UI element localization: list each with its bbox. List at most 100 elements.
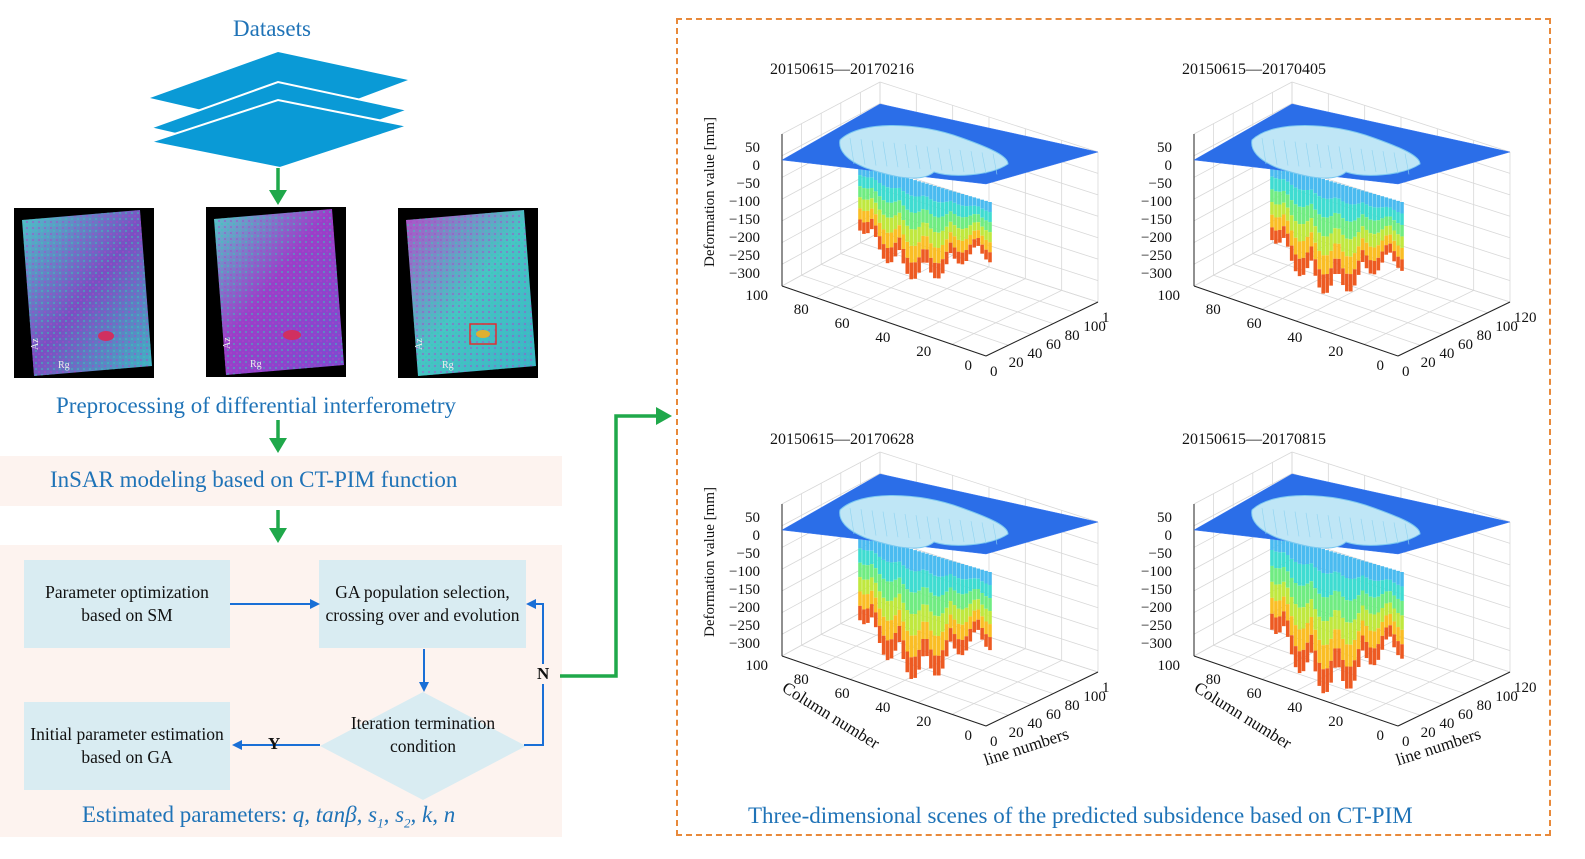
- column-tick-label: 40: [875, 330, 890, 346]
- arrow-datasets-to-images: [269, 168, 287, 205]
- column-tick-label: 40: [1287, 700, 1302, 716]
- rg-label: Rg: [58, 360, 70, 371]
- plot-title: 20150615—20170815: [1182, 431, 1326, 448]
- z-tick-label: −100: [729, 194, 760, 210]
- plot-axes: [1193, 504, 1511, 727]
- scenes-caption: Three-dimensional scenes of the predicte…: [748, 803, 1413, 828]
- z-tick-label: −250: [729, 248, 760, 264]
- modeling-band: [0, 456, 562, 506]
- param-opt-box: Parameter optimization based on SM: [24, 560, 230, 648]
- z-tick-label: −100: [729, 564, 760, 580]
- subsidence-plot-4: 50 0 −50 −100 −150 −200 −250 −300 100 80 60 40 20 0 0 2…: [1102, 422, 1542, 772]
- column-tick-label: 40: [875, 700, 890, 716]
- arrow-modeling-to-optimization: [269, 510, 287, 543]
- basin-opening: [839, 495, 1009, 549]
- yes-label: Y: [268, 734, 281, 753]
- x-axis-label: Column number: [1191, 678, 1295, 753]
- column-tick-label: 60: [835, 316, 850, 332]
- no-label: N: [537, 664, 550, 684]
- z-tick-label: −200: [729, 600, 760, 616]
- column-tick-label: 60: [1247, 316, 1262, 332]
- line-tick-label: 20: [1421, 355, 1436, 371]
- plot-axes: [781, 134, 1099, 357]
- basin-opening: [839, 125, 1009, 179]
- y-axis-label: line numbers: [981, 724, 1071, 769]
- column-tick-label: 40: [1287, 330, 1302, 346]
- line-tick-label: 80: [1065, 698, 1080, 714]
- line-tick-label: 40: [1027, 346, 1042, 362]
- subsidence-plot-1: 50 0 −50 −100 −150 −200 −250 −300 100 80 60 40 20 0 0 2…: [690, 52, 1125, 382]
- line-tick-label: 20: [1009, 725, 1024, 741]
- line-tick-label: 100: [1495, 319, 1518, 335]
- line-tick-label: 40: [1439, 716, 1454, 732]
- column-tick-label: 80: [1206, 302, 1221, 318]
- column-tick-label: 80: [794, 302, 809, 318]
- rg-label: Rg: [442, 360, 454, 371]
- arrow-preprocessing-to-modeling: [269, 420, 287, 453]
- sar-image-1: Az Rg: [14, 208, 154, 378]
- z-tick-label: −250: [1141, 248, 1172, 264]
- iteration-diamond: [320, 692, 526, 800]
- z-tick-label: −50: [1149, 176, 1172, 192]
- estimated-parameters-label: Estimated parameters: q, tanβ, s1, s2, k…: [82, 802, 456, 831]
- z-tick-label: 0: [753, 528, 761, 544]
- line-tick-label: 120: [1514, 310, 1537, 326]
- z-tick-label: 0: [753, 158, 761, 174]
- basin-mesh: [849, 507, 998, 545]
- line-tick-label: 60: [1458, 707, 1473, 723]
- z-tick-label: −100: [1141, 564, 1172, 580]
- z-tick-label: −300: [729, 266, 760, 282]
- az-label: Az: [222, 337, 233, 349]
- z-tick-label: 0: [1165, 158, 1173, 174]
- column-tick-label: 100: [1158, 288, 1181, 304]
- z-tick-label: −50: [737, 176, 760, 192]
- sar-image-3: Az Rg: [398, 208, 538, 378]
- az-label: Az: [414, 338, 425, 350]
- line-tick-label: 80: [1477, 698, 1492, 714]
- z-tick-label: −200: [1141, 600, 1172, 616]
- z-axis-label: Deformation value [mm]: [702, 117, 718, 267]
- x-axis-label: Column number: [779, 678, 883, 753]
- column-tick-label: 0: [965, 728, 973, 744]
- basin-mesh: [1261, 137, 1410, 175]
- z-tick-label: −200: [1141, 230, 1172, 246]
- subsidence-basin: [1270, 534, 1404, 694]
- z-tick-label: 50: [745, 510, 760, 526]
- plot-title: 20150615—20170216: [770, 61, 914, 78]
- iteration-label: Iteration termination condition: [350, 713, 496, 756]
- line-tick-label: 20: [1421, 725, 1436, 741]
- arrow-to-3d-scenes: [560, 407, 672, 678]
- line-tick-label: 100: [1495, 689, 1518, 705]
- z-tick-label: −200: [729, 230, 760, 246]
- column-tick-label: 100: [746, 288, 769, 304]
- z-tick-label: −150: [1141, 582, 1172, 598]
- line-tick-label: 0: [990, 734, 998, 750]
- sar-image-2: Az Rg: [206, 207, 346, 377]
- line-tick-label: 20: [1009, 355, 1024, 371]
- column-tick-label: 0: [965, 358, 973, 374]
- modeling-label: InSAR modeling based on CT-PIM function: [50, 467, 458, 492]
- column-tick-label: 100: [1158, 658, 1181, 674]
- line-tick-label: 40: [1027, 716, 1042, 732]
- z-tick-label: −100: [1141, 194, 1172, 210]
- line-tick-label: 0: [1402, 364, 1410, 380]
- column-tick-label: 20: [916, 714, 931, 730]
- z-tick-label: −150: [1141, 212, 1172, 228]
- line-tick-label: 60: [1046, 707, 1061, 723]
- line-tick-label: 80: [1477, 328, 1492, 344]
- z-tick-label: −300: [1141, 266, 1172, 282]
- plot-title: 20150615—20170405: [1182, 61, 1326, 78]
- z-tick-label: −250: [729, 618, 760, 634]
- z-tick-label: −250: [1141, 618, 1172, 634]
- column-tick-label: 20: [1328, 344, 1343, 360]
- column-tick-label: 60: [1247, 686, 1262, 702]
- column-tick-label: 80: [1206, 672, 1221, 688]
- optimization-flow-arrows: [230, 599, 544, 750]
- basin-mesh: [1261, 507, 1410, 545]
- subsidence-plot-2: 50 0 −50 −100 −150 −200 −250 −300 100 80 60 40 20 0 0 2…: [1102, 52, 1542, 382]
- y-axis-label: line numbers: [1393, 724, 1483, 769]
- initial-estimation-box: Initial parameter estimation based on GA: [24, 702, 230, 790]
- column-tick-label: 20: [1328, 714, 1343, 730]
- z-tick-label: −300: [1141, 636, 1172, 652]
